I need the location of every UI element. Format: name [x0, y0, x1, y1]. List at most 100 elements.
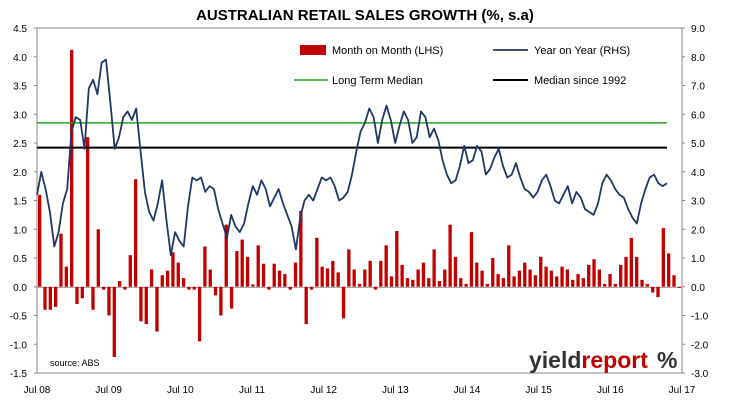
left-tick-label: 4.5: [13, 24, 27, 35]
x-tick-label: Jul 10: [167, 385, 194, 396]
x-tick-label: Jul 09: [95, 385, 122, 396]
bar: [54, 286, 58, 307]
x-tick-label: Jul 12: [310, 385, 337, 396]
bar: [395, 230, 399, 287]
bar: [352, 269, 356, 287]
bar: [523, 262, 527, 287]
bar: [629, 237, 634, 287]
bar: [549, 270, 554, 287]
right-tick-label: -3.0: [691, 369, 709, 380]
bar: [139, 286, 143, 322]
bar: [70, 49, 74, 287]
right-tick-label: 9.0: [691, 24, 705, 35]
bar: [469, 232, 474, 287]
bar: [581, 278, 586, 287]
left-tick-label: 3.0: [13, 110, 27, 121]
bar: [501, 278, 506, 287]
bar: [533, 275, 538, 287]
bar: [517, 270, 522, 287]
bar: [261, 263, 266, 287]
left-tick-label: 1.0: [13, 225, 27, 236]
bar: [635, 256, 639, 287]
bar: [560, 266, 564, 287]
bar: [144, 286, 148, 325]
bar: [571, 279, 575, 287]
x-tick-label: Jul 14: [454, 385, 481, 396]
brand-glyph: %: [657, 347, 677, 373]
brand-logo: yieldreport %: [529, 347, 677, 373]
bar: [645, 283, 649, 287]
right-tick-label: -2.0: [691, 340, 709, 351]
bar: [613, 283, 618, 287]
bar: [565, 269, 570, 287]
x-tick-label: Jul 15: [525, 385, 552, 396]
bar: [240, 239, 244, 287]
bar: [38, 194, 42, 287]
bar: [325, 268, 330, 287]
bar: [437, 281, 442, 287]
legend: Month on Month (LHS) Year on Year (RHS) …: [294, 45, 630, 87]
bar: [640, 279, 644, 287]
bar: [661, 228, 665, 287]
bar: [480, 270, 484, 287]
bar: [107, 286, 111, 316]
x-tick-label: Jul 13: [382, 385, 409, 396]
bar: [491, 258, 495, 287]
legend-ltm-label: Long Term Median: [332, 75, 423, 87]
bar: [155, 286, 159, 332]
right-tick-label: 7.0: [691, 82, 705, 93]
bar: [149, 269, 154, 287]
bar: [656, 286, 660, 298]
left-axis-ticks: 4.5 4.0 3.5 3.0 2.5 2.0 1.5 1.0 0.5 0.0 -0.5 -1.0 -1…: [10, 24, 37, 380]
bar: [496, 274, 500, 287]
left-tick-label: 0.5: [13, 254, 27, 265]
bar: [165, 270, 170, 287]
bar: [80, 286, 84, 299]
bar: [251, 284, 255, 287]
bar: [235, 251, 239, 287]
bar: [197, 286, 202, 342]
bar: [224, 224, 228, 287]
bar: [608, 274, 612, 287]
bar: [485, 283, 490, 287]
brand-text-part1: yield: [529, 347, 581, 373]
bar: [667, 253, 671, 287]
bar: [341, 286, 346, 319]
bar: [272, 263, 276, 287]
bar: [411, 279, 415, 287]
bar: [475, 262, 479, 287]
bar: [213, 286, 218, 296]
bar: [181, 278, 186, 287]
legend-bar-swatch: [300, 45, 326, 55]
left-tick-label: -1.0: [10, 340, 28, 351]
bar: [128, 255, 132, 287]
left-tick-label: 3.5: [13, 82, 27, 93]
bar: [187, 286, 191, 290]
bar: [544, 266, 548, 287]
bar: [459, 278, 463, 287]
bar: [528, 269, 532, 287]
bar: [133, 179, 138, 287]
bar: [336, 272, 340, 287]
right-tick-label: 8.0: [691, 53, 705, 64]
bar: [373, 286, 378, 290]
bar: [75, 286, 79, 304]
bar: [160, 275, 164, 287]
bar: [171, 252, 175, 287]
chart-title: AUSTRALIAN RETAIL SALES GROWTH (%, s.a): [196, 7, 534, 24]
right-tick-label: 4.0: [691, 168, 705, 179]
bar: [453, 256, 458, 287]
left-tick-label: 1.5: [13, 197, 27, 208]
bar: [347, 249, 351, 287]
bar: [293, 262, 298, 287]
left-tick-label: 0.0: [13, 283, 27, 294]
bar: [507, 245, 511, 287]
bar: [203, 246, 207, 287]
brand-text: yieldreport: [529, 347, 648, 373]
bar: [331, 260, 335, 287]
right-tick-label: 3.0: [691, 197, 705, 208]
bar: [539, 256, 543, 287]
bar: [277, 270, 282, 287]
